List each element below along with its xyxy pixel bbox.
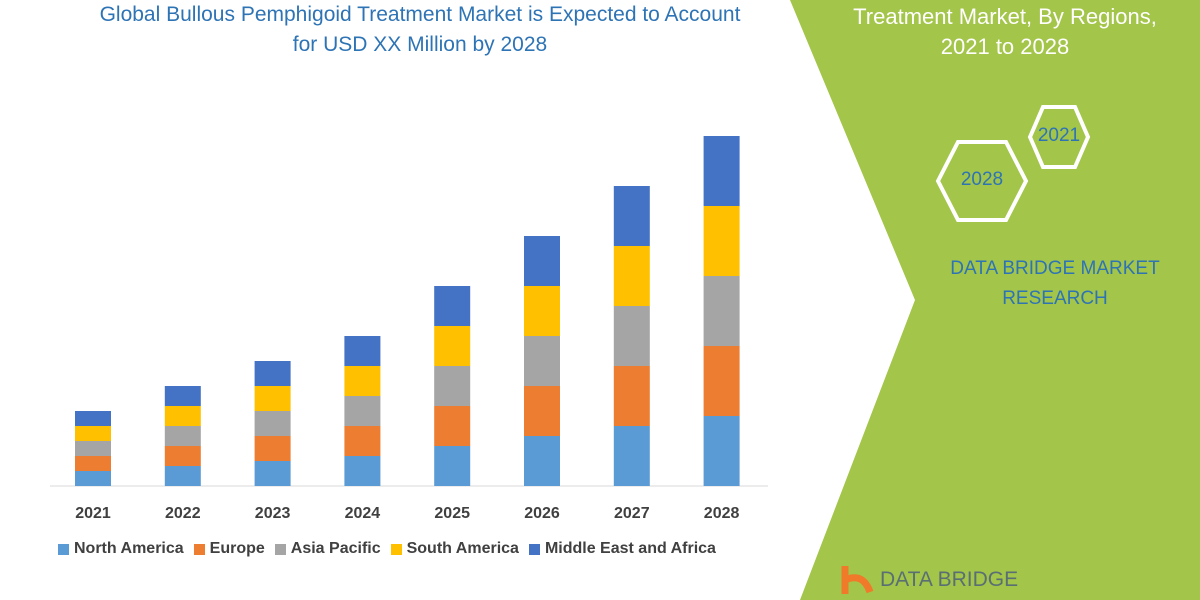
bar-2025-3 xyxy=(434,326,471,366)
bar-2024-4 xyxy=(344,336,381,366)
brand-name: DATA BRIDGE MARKET RESEARCH xyxy=(950,258,1160,309)
legend-swatch xyxy=(390,543,402,555)
bar-2027-1 xyxy=(613,366,650,426)
bar-2022-2 xyxy=(164,426,201,446)
bar-2022-1 xyxy=(164,446,201,466)
bar-2023-3 xyxy=(254,386,291,411)
logo-icon xyxy=(841,566,874,594)
legend-label: Asia Pacific xyxy=(290,540,381,557)
stacked-bar-chart: 2021 2022 2023 2024 2025 2026 2027 2028 xyxy=(50,136,768,522)
x-tick-label: 2026 xyxy=(524,505,560,522)
bar-2026-3 xyxy=(524,286,560,336)
bar-2028-1 xyxy=(703,346,740,416)
x-tick-label: 2021 xyxy=(75,505,111,522)
legend-item: Middle East and Africa xyxy=(528,540,716,558)
bar-2024-0 xyxy=(344,456,381,486)
hexagon-2028 xyxy=(935,140,1029,222)
hex-label-2021: 2021 xyxy=(1037,125,1081,146)
logo-text: DATA BRIDGE xyxy=(880,568,1019,591)
bar-2028-3 xyxy=(703,206,740,276)
legend-swatch xyxy=(58,543,69,555)
bar-2028-0 xyxy=(703,416,740,486)
legend-item: North America xyxy=(58,540,184,558)
legend-swatch xyxy=(274,543,286,555)
bar-2021-0 xyxy=(75,471,111,486)
legend-label: North America xyxy=(74,540,184,557)
legend: North America Europe Asia Pacific South Ame… xyxy=(58,540,716,558)
bar-2026-1 xyxy=(524,386,560,436)
bar-2024-2 xyxy=(344,396,381,426)
bar-2024-3 xyxy=(344,366,381,396)
legend-label: Middle East and Africa xyxy=(544,540,716,557)
bar-2023-0 xyxy=(254,461,291,486)
hex-label-2028: 2028 xyxy=(960,169,1004,190)
bar-2023-4 xyxy=(254,361,291,386)
bar-2021-3 xyxy=(75,426,111,441)
chart-title: Global Bullous Pemphigoid Treatment Mark… xyxy=(99,3,741,56)
bar-2026-0 xyxy=(524,436,560,486)
bar-2021-2 xyxy=(75,441,111,456)
bar-2027-3 xyxy=(613,246,650,306)
legend-item: Europe xyxy=(193,540,265,558)
bar-2027-0 xyxy=(613,426,650,486)
bar-2028-2 xyxy=(703,276,740,346)
panel-title: Treatment Market, By Regions, 2021 to 202… xyxy=(853,4,1157,59)
x-tick-label: 2023 xyxy=(255,505,291,522)
bar-2024-1 xyxy=(344,426,381,456)
bar-2022-3 xyxy=(164,406,201,426)
hexagon-2021 xyxy=(1027,105,1091,169)
x-tick-label: 2024 xyxy=(345,505,381,522)
bar-2023-2 xyxy=(254,411,291,436)
legend-label: South America xyxy=(406,540,519,557)
x-tick-label: 2028 xyxy=(704,505,740,522)
bar-2028-4 xyxy=(703,136,740,206)
legend-swatch xyxy=(193,543,205,555)
bar-2027-2 xyxy=(613,306,650,366)
bar-2022-4 xyxy=(164,386,201,406)
bar-2025-0 xyxy=(434,446,471,486)
x-tick-label: 2027 xyxy=(614,505,650,522)
bar-2025-4 xyxy=(434,286,471,326)
legend-swatch xyxy=(528,543,540,555)
x-tick-label: 2025 xyxy=(434,505,470,522)
bar-2025-2 xyxy=(434,366,471,406)
legend-item: South America xyxy=(390,540,519,558)
bar-2027-4 xyxy=(613,186,650,246)
legend-label: Europe xyxy=(209,540,265,557)
bar-2021-1 xyxy=(75,456,111,471)
bar-2023-1 xyxy=(254,436,291,461)
bar-2026-4 xyxy=(524,236,560,286)
bar-2026-2 xyxy=(524,336,560,386)
x-tick-label: 2022 xyxy=(165,505,201,522)
bar-2025-1 xyxy=(434,406,471,446)
legend-item: Asia Pacific xyxy=(274,540,381,558)
bar-2022-0 xyxy=(164,466,201,486)
bar-2021-4 xyxy=(75,411,111,426)
